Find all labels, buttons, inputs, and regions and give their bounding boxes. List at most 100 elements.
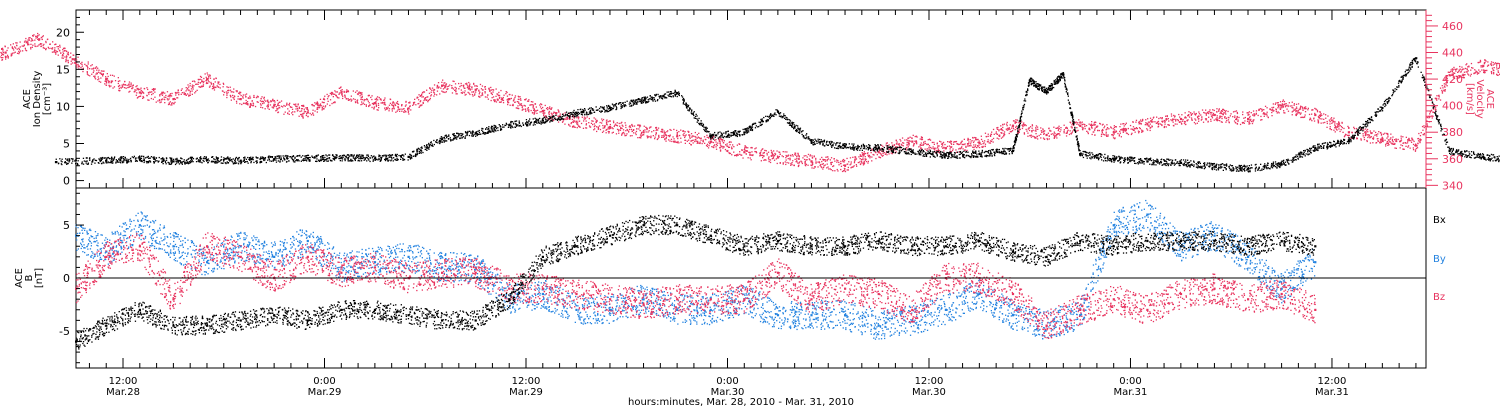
data-dot: [852, 166, 854, 168]
data-dot: [1356, 131, 1358, 134]
data-dot: [25, 42, 27, 44]
data-dot: [321, 101, 323, 103]
data-dot: [965, 146, 967, 148]
data-dot: [771, 151, 773, 153]
data-dot: [524, 105, 526, 107]
data-dot: [149, 91, 151, 93]
data-dot: [745, 153, 747, 155]
data-dot: [937, 145, 939, 147]
data-dot: [1068, 133, 1071, 136]
data-dot: [702, 139, 704, 141]
data-dot: [92, 161, 94, 163]
data-dot: [378, 107, 380, 109]
data-dot: [400, 108, 402, 110]
data-dot: [380, 98, 382, 100]
data-dot: [203, 156, 206, 158]
data-dot: [1120, 123, 1122, 125]
data-dot: [970, 145, 972, 147]
data-dot: [1200, 114, 1202, 116]
data-dot: [1219, 120, 1221, 122]
data-dot: [661, 131, 663, 133]
data-dot: [1490, 63, 1492, 65]
data-dot: [739, 151, 741, 153]
data-dot: [180, 93, 182, 95]
data-dot: [1194, 113, 1196, 115]
data-dot: [849, 164, 851, 166]
data-dot: [576, 123, 578, 125]
data-dot: [151, 93, 153, 96]
data-dot: [70, 158, 72, 160]
data-dot: [1024, 124, 1026, 126]
data-dot: [1151, 125, 1153, 127]
data-dot: [55, 50, 58, 52]
data-dot: [497, 93, 499, 95]
data-dot: [1341, 122, 1343, 124]
data-dot: [610, 127, 612, 129]
data-dot: [1463, 68, 1465, 70]
data-dot: [1329, 126, 1331, 128]
data-dot: [261, 96, 263, 98]
data-dot: [1193, 121, 1196, 124]
data-dot: [107, 79, 109, 82]
data-dot: [247, 162, 249, 164]
data-dot: [201, 86, 203, 88]
data-dot: [141, 155, 143, 157]
data-dot: [158, 156, 160, 159]
data-dot: [408, 113, 410, 115]
data-dot: [752, 154, 754, 157]
data-dot: [568, 118, 571, 120]
data-dot: [597, 127, 600, 130]
data-dot: [655, 127, 657, 129]
data-dot: [1040, 127, 1042, 129]
data-dot: [186, 87, 189, 89]
data-dot: [98, 78, 100, 80]
data-dot: [1469, 75, 1472, 77]
data-dot: [1055, 133, 1058, 136]
data-dot: [1029, 134, 1031, 137]
data-dot: [851, 166, 853, 168]
data-dot: [81, 161, 83, 163]
data-dot: [624, 135, 626, 137]
data-dot: [1040, 130, 1042, 132]
data-dot: [142, 95, 144, 98]
data-dot: [1161, 120, 1163, 122]
data-dot: [302, 117, 304, 119]
data-dot: [906, 144, 908, 146]
data-dot: [274, 103, 276, 106]
data-dot: [1111, 134, 1113, 136]
data-dot: [375, 104, 378, 106]
data-dot: [1154, 121, 1156, 123]
data-dot: [1457, 77, 1459, 79]
data-dot: [1471, 67, 1473, 69]
data-dot: [1227, 116, 1229, 119]
data-dot: [1082, 127, 1084, 129]
data-dot: [175, 94, 177, 96]
data-dot: [882, 145, 884, 148]
data-dot: [1289, 105, 1291, 107]
data-dot: [980, 135, 982, 137]
data-dot: [698, 132, 700, 134]
data-dot: [276, 109, 278, 111]
data-dot: [1127, 127, 1129, 130]
data-dot: [1180, 123, 1183, 125]
data-dot: [1497, 71, 1499, 73]
data-dot: [1291, 106, 1293, 109]
data-dot: [502, 102, 505, 104]
data-dot: [183, 160, 185, 163]
data-dot: [1212, 112, 1215, 115]
data-dot: [291, 158, 294, 160]
data-dot: [86, 163, 88, 165]
data-dot: [1077, 122, 1079, 124]
data-dot: [1220, 110, 1223, 112]
data-dot: [862, 153, 864, 155]
data-dot: [632, 129, 635, 131]
data-dot: [541, 103, 543, 106]
data-dot: [516, 101, 518, 103]
data-dot: [769, 161, 772, 164]
data-dot: [1326, 126, 1328, 128]
data-dot: [74, 59, 76, 61]
data-dot: [1382, 140, 1384, 142]
data-dot: [206, 160, 208, 162]
data-dot: [644, 129, 646, 131]
data-dot: [500, 97, 503, 99]
